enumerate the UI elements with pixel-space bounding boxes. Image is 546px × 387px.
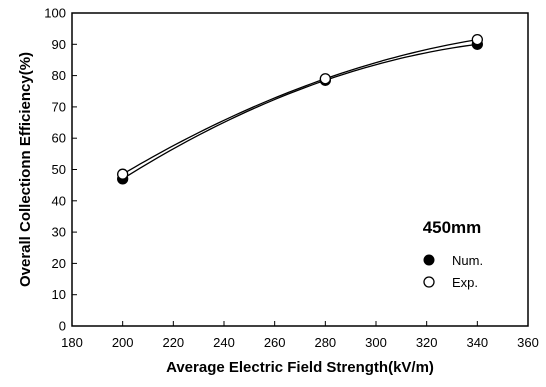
x-tick-label: 220 [162,335,184,350]
series-line-num [122,43,478,180]
legend-label-num: Num. [452,253,483,268]
y-axis-title: Overall Collectionn Efficiency(%) [17,52,34,287]
axis-ticks: 180 200 220 240 260 280 300 320 340 360 0 10 20 30 40 5… [44,6,539,351]
legend-marker-num [423,254,435,266]
x-tick-label: 280 [314,335,336,350]
legend-title: 450mm [423,218,482,237]
y-tick-label: 20 [52,256,66,271]
x-tick-label: 260 [264,335,286,350]
y-tick-label: 100 [44,6,66,21]
series-markers [117,33,483,185]
series-curves [122,38,478,180]
data-point-exp [319,73,331,85]
y-tick-label: 60 [52,131,66,146]
plot-frame [71,12,529,327]
y-tick-label: 70 [52,99,66,114]
legend-label-exp: Exp. [452,275,478,290]
y-tick-label: 30 [52,225,66,240]
x-tick-label: 240 [213,335,235,350]
x-tick-label: 340 [466,335,488,350]
y-tick-label: 90 [52,37,66,52]
x-tick-label: 200 [112,335,134,350]
x-tick-label: 320 [416,335,438,350]
legend-marker-exp [423,276,435,288]
legend: 450mm Num. Exp. [423,218,483,290]
y-tick-label: 10 [52,287,66,302]
y-tick-label: 80 [52,68,66,83]
x-tick-label: 300 [365,335,387,350]
series-line-exp [122,38,478,175]
data-point-exp [471,33,483,46]
y-tick-label: 40 [52,193,66,208]
x-tick-label: 180 [61,335,83,350]
x-tick-label: 360 [517,335,539,350]
x-axis-title: Average Electric Field Strength(kV/m) [166,359,434,376]
data-point-exp [117,168,129,180]
y-tick-label: 0 [59,319,66,334]
y-tick-label: 50 [52,162,66,177]
